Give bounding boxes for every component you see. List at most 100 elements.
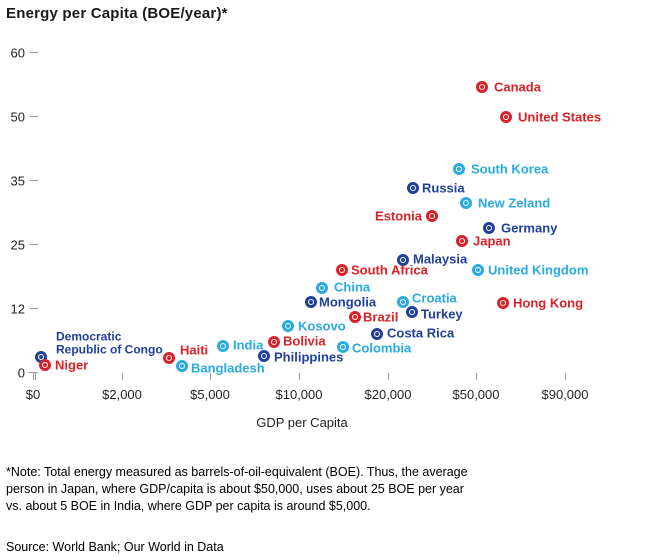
y-tick	[30, 244, 38, 245]
x-tick-label: $10,000	[275, 387, 323, 402]
point-label: Brazil	[363, 309, 399, 325]
point-label: South Korea	[471, 161, 549, 177]
point-label: Bolivia	[283, 333, 326, 349]
point-label: Turkey	[421, 306, 463, 322]
data-point	[258, 350, 270, 362]
data-point	[316, 282, 328, 294]
data-point-dot	[167, 356, 171, 360]
data-point	[397, 296, 409, 308]
x-tick-label: $0	[25, 387, 41, 402]
point-label: India	[233, 337, 264, 353]
data-point-dot	[43, 363, 47, 367]
x-tick-label: $90,000	[541, 387, 589, 402]
point-label: Hong Kong	[513, 295, 584, 311]
point-label: Kosovo	[298, 318, 346, 334]
x-tick	[33, 373, 34, 380]
data-point-dot	[353, 315, 357, 319]
y-tick	[30, 180, 38, 181]
data-point-dot	[286, 324, 290, 328]
data-point-dot	[180, 364, 184, 368]
point-label: Bangladesh	[191, 360, 265, 376]
point-label: Philippines	[274, 349, 344, 365]
data-point	[460, 197, 472, 209]
data-point-dot	[262, 354, 266, 358]
point-label: Colombia	[352, 340, 412, 356]
data-point-dot	[410, 310, 414, 314]
point-label: Mongolia	[319, 294, 377, 310]
data-point	[472, 264, 484, 276]
data-point-dot	[221, 344, 225, 348]
y-tick-label: 35	[10, 173, 25, 189]
data-point-dot	[457, 167, 461, 171]
data-point	[407, 182, 419, 194]
data-point	[406, 306, 418, 318]
footnote: *Note: Total energy measured as barrels-…	[6, 465, 468, 513]
y-tick-label: 0	[17, 365, 25, 381]
x-tick	[388, 373, 389, 380]
point-label: South Africa	[351, 262, 428, 278]
data-point-dot	[375, 332, 379, 336]
x-tick	[565, 373, 566, 380]
y-tick	[30, 308, 38, 309]
data-point-dot	[320, 286, 324, 290]
data-point-dot	[341, 345, 345, 349]
point-label: China	[334, 279, 371, 295]
x-tick-label: $2,000	[102, 387, 142, 402]
data-point	[336, 264, 348, 276]
point-label: Estonia	[375, 208, 422, 224]
data-point	[337, 341, 349, 353]
data-point	[282, 320, 294, 332]
data-point-dot	[504, 115, 508, 119]
point-label: Democratic Republic of Congo	[56, 330, 163, 356]
data-point-dot	[476, 268, 480, 272]
y-tick-label: 50	[10, 109, 25, 125]
point-label: Malaysia	[413, 251, 468, 267]
x-tick-label: $20,000	[364, 387, 412, 402]
point-label-line: Republic of Congo	[56, 342, 163, 356]
point-label: Costa Rica	[387, 325, 455, 341]
x-axis-title: GDP per Capita	[256, 415, 348, 430]
chart-title: Energy per Capita (BOE/year)*	[6, 5, 228, 22]
point-label: United States	[518, 109, 602, 125]
data-point-dot	[39, 355, 43, 359]
point-label: Niger	[55, 357, 89, 373]
data-point	[453, 163, 465, 175]
data-point	[483, 222, 495, 234]
data-point	[397, 254, 409, 266]
data-point-dot	[401, 258, 405, 262]
y-tick	[30, 116, 38, 117]
data-point	[456, 235, 468, 247]
x-tick	[476, 373, 477, 380]
data-point-dot	[401, 300, 405, 304]
source-line: Source: World Bank; Our World in Data	[6, 540, 224, 554]
x-tick-label: $50,000	[452, 387, 500, 402]
point-label: Canada	[494, 79, 541, 95]
data-point	[500, 111, 512, 123]
data-point	[371, 328, 383, 340]
data-point	[163, 352, 175, 364]
data-point	[217, 340, 229, 352]
data-point	[426, 210, 438, 222]
y-tick-label: 60	[10, 45, 25, 61]
point-label: Haiti	[180, 342, 209, 358]
y-tick-label: 12	[10, 301, 25, 317]
y-tick-label: 25	[10, 237, 25, 253]
data-point-dot	[309, 300, 313, 304]
point-label: Japan	[473, 233, 511, 249]
data-point-dot	[340, 268, 344, 272]
data-point-dot	[480, 85, 484, 89]
x-tick	[210, 373, 211, 380]
point-label: Croatia	[412, 290, 457, 306]
axis-corner	[28, 372, 36, 380]
data-point	[176, 360, 188, 372]
data-point-dot	[460, 239, 464, 243]
data-point-dot	[501, 301, 505, 305]
data-point	[305, 296, 317, 308]
data-point	[349, 311, 361, 323]
data-point	[268, 336, 280, 348]
x-tick	[122, 373, 123, 380]
data-point	[497, 297, 509, 309]
